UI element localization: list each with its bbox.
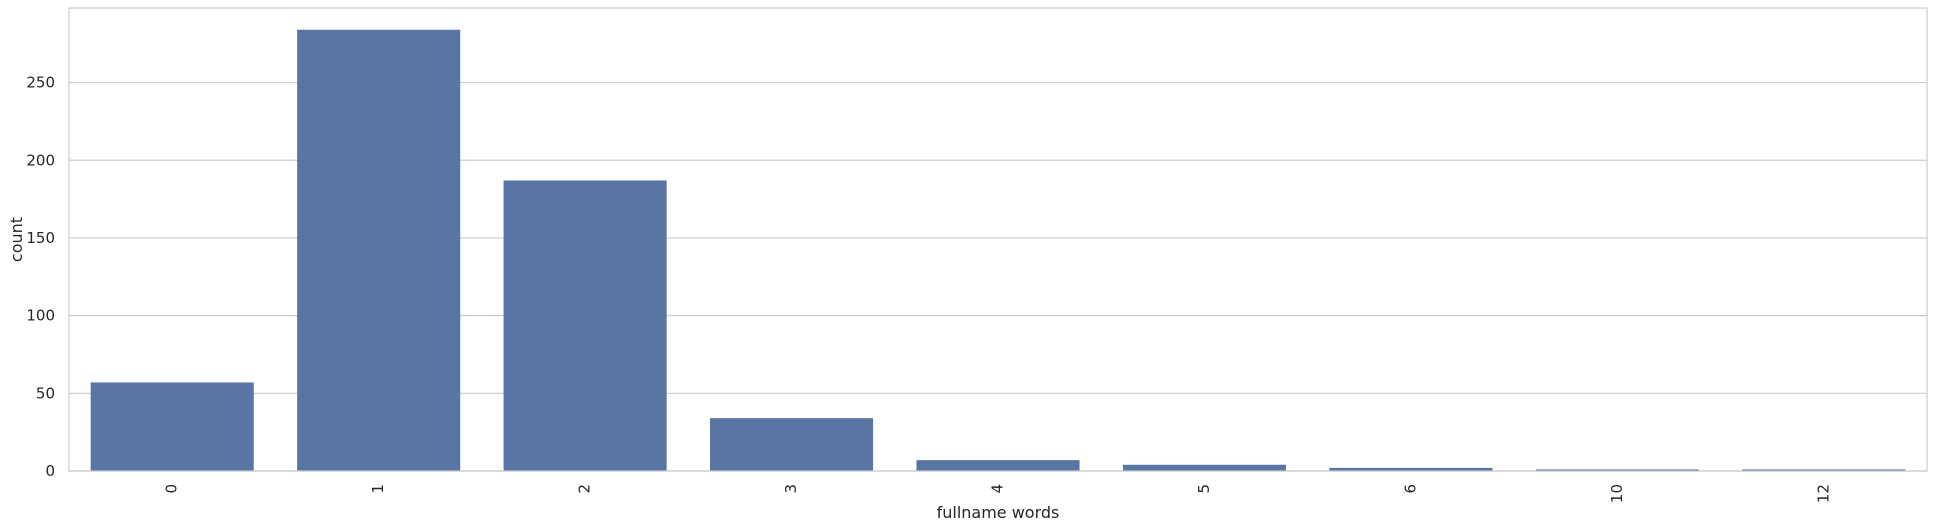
y-tick-label: 0	[45, 462, 55, 480]
plot-frame	[68, 7, 1928, 472]
bar-4	[916, 460, 1080, 471]
bar-12	[1742, 469, 1906, 471]
x-tick-label: 3	[782, 484, 800, 494]
x-tick-label: 10	[1608, 484, 1626, 503]
y-tick-label: 150	[26, 229, 55, 247]
x-tick-label: 4	[989, 484, 1007, 494]
y-tick-label: 50	[36, 384, 55, 402]
y-tick-label: 250	[26, 74, 55, 92]
bar-2	[503, 180, 667, 472]
y-tick-label: 100	[26, 307, 55, 325]
bar-6	[1329, 467, 1493, 471]
x-tick-labels: 0 1 2 3 4 5 6 10 12	[163, 484, 1833, 503]
bar-10	[1535, 469, 1699, 471]
y-axis-label: count	[7, 217, 26, 262]
x-tick-label: 1	[369, 484, 387, 494]
x-tick-label: 12	[1814, 484, 1832, 503]
bar-1	[297, 29, 461, 471]
x-tick-label: 5	[1195, 484, 1213, 494]
y-tick-label: 200	[26, 151, 55, 169]
bar-5	[1122, 464, 1286, 471]
x-tick-label: 2	[576, 484, 594, 494]
x-tick-label: 6	[1401, 484, 1419, 494]
x-tick-label: 0	[163, 484, 181, 494]
bar-0	[90, 382, 254, 471]
x-axis-label: fullname words	[937, 503, 1060, 522]
y-tick-labels: 0 50 100 150 200 250	[26, 74, 55, 480]
bar-3	[710, 418, 874, 471]
bars	[90, 29, 1906, 472]
